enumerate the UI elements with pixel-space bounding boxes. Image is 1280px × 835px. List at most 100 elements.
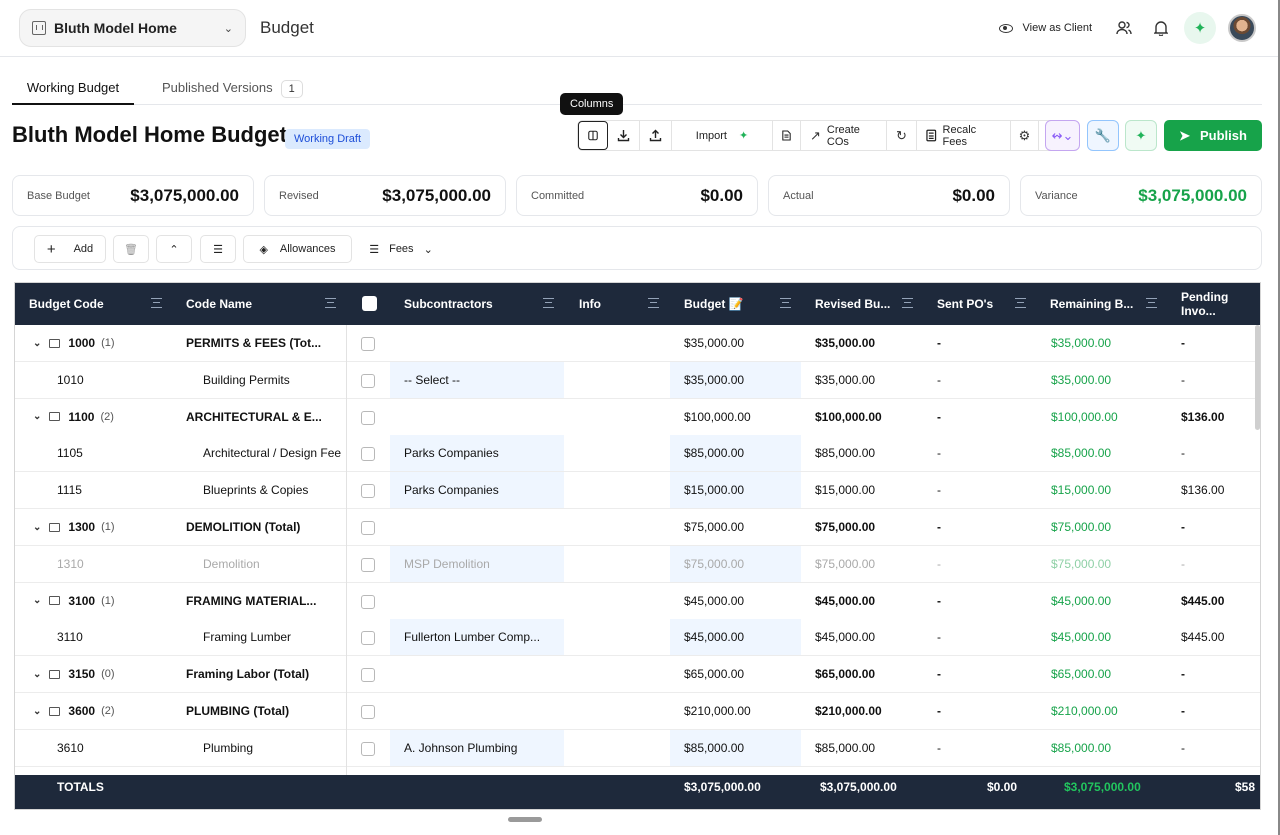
filter-icon[interactable] xyxy=(1015,298,1026,308)
group-row[interactable]: ⌄ 3100 (1) FRAMING MATERIAL... $45,000.00 $45… xyxy=(15,582,1260,620)
tools-button[interactable]: 🔧 xyxy=(1087,120,1119,151)
column-header-sent-pos[interactable]: Sent PO's xyxy=(923,283,1036,325)
row-checkbox[interactable] xyxy=(361,631,375,646)
import-button[interactable]: Import ✦ xyxy=(672,121,773,150)
subcontractor-cell[interactable]: MSP Demolition xyxy=(404,556,490,571)
budget-cell[interactable]: $35,000.00 xyxy=(684,372,745,387)
budget-cell[interactable]: $45,000.00 xyxy=(684,630,745,645)
subcontractor-cell[interactable]: Parks Companies xyxy=(404,483,499,498)
group-row[interactable]: ⌄ 1000 (1) PERMITS & FEES (Tot... $35,000.00… xyxy=(15,325,1260,362)
budget-cell[interactable]: $75,000.00 xyxy=(684,520,745,534)
tab-working-budget[interactable]: Working Budget xyxy=(12,67,134,105)
filter-icon[interactable] xyxy=(1146,298,1157,308)
layers-button[interactable]: ☰ xyxy=(200,235,236,263)
select-all-checkbox[interactable] xyxy=(362,296,377,311)
row-checkbox[interactable] xyxy=(361,705,375,719)
budget-cell[interactable]: $100,000.00 xyxy=(684,409,751,424)
row-checkbox[interactable] xyxy=(361,447,375,462)
upload-button[interactable] xyxy=(640,121,672,150)
row-checkbox[interactable] xyxy=(361,337,375,351)
tab-published-versions[interactable]: Published Versions 1 xyxy=(162,67,303,105)
row-checkbox[interactable] xyxy=(361,594,375,609)
avatar[interactable] xyxy=(1228,14,1256,42)
chevron-down-icon[interactable]: ⌄ xyxy=(33,705,42,717)
workflow-button[interactable]: ↭⌄ xyxy=(1045,120,1080,151)
add-button[interactable]: + Add xyxy=(34,235,106,263)
budget-cell[interactable]: $85,000.00 xyxy=(684,740,745,755)
table-row[interactable]: 1310 Demolition MSP Demolition $75,000.00 $7… xyxy=(15,545,1260,583)
subcontractor-cell[interactable]: A. Johnson Plumbing xyxy=(404,740,518,755)
subcontractor-cell[interactable] xyxy=(404,325,559,361)
row-checkbox[interactable] xyxy=(361,557,375,572)
budget-cell[interactable]: $45,000.00 xyxy=(684,593,745,608)
table-row[interactable]: 3610 Plumbing A. Johnson Plumbing $85,000.0… xyxy=(15,729,1260,767)
users-icon[interactable] xyxy=(1116,20,1132,36)
budget-cell[interactable]: $75,000.00 xyxy=(684,556,745,571)
document-button[interactable] xyxy=(773,121,801,150)
subcontractor-cell[interactable] xyxy=(404,399,559,435)
filter-icon[interactable] xyxy=(780,298,791,308)
budget-cell[interactable]: $85,000.00 xyxy=(684,446,745,461)
chevron-down-icon[interactable]: ⌄ xyxy=(33,521,42,533)
filter-icon[interactable] xyxy=(648,298,659,308)
budget-cell[interactable]: $210,000.00 xyxy=(684,704,751,718)
subcontractor-cell[interactable] xyxy=(404,509,559,545)
delete-button[interactable]: 🗑 xyxy=(113,235,149,263)
row-checkbox[interactable] xyxy=(361,373,375,388)
bell-icon[interactable] xyxy=(1154,20,1168,36)
subcontractor-cell[interactable] xyxy=(404,693,559,729)
column-header-remaining-budget[interactable]: Remaining B... xyxy=(1036,283,1167,325)
table-row[interactable]: 1010 Building Permits -- Select -- $35,000.… xyxy=(15,361,1260,399)
row-checkbox[interactable] xyxy=(361,741,375,756)
table-row[interactable]: 1115 Blueprints & Copies Parks Companies $1… xyxy=(15,472,1260,510)
subcontractor-cell[interactable] xyxy=(404,656,559,692)
group-row[interactable]: ⌄ 1300 (1) DEMOLITION (Total) $75,000.00 $75,… xyxy=(15,509,1260,546)
subcontractor-cell[interactable] xyxy=(404,583,559,619)
ai-sparkle-icon[interactable]: ✦ xyxy=(1184,12,1216,44)
budget-cell[interactable]: $35,000.00 xyxy=(684,336,745,350)
allowances-button[interactable]: ◈ Allowances xyxy=(243,235,352,263)
row-checkbox[interactable] xyxy=(361,521,375,535)
chevron-down-icon[interactable]: ⌄ xyxy=(33,595,42,607)
chevron-down-icon[interactable]: ⌄ xyxy=(33,411,42,423)
column-header-subcontractors[interactable]: Subcontractors xyxy=(390,283,564,325)
filter-icon[interactable] xyxy=(902,298,913,308)
filter-icon[interactable] xyxy=(543,298,554,308)
group-row[interactable]: ⌄ 1100 (2) ARCHITECTURAL & E... $100,000.00 $… xyxy=(15,398,1260,436)
create-cos-button[interactable]: ↗ Create COs xyxy=(801,121,887,150)
row-checkbox[interactable] xyxy=(361,484,375,499)
column-header-code-name[interactable]: Code Name xyxy=(172,283,346,325)
fees-dropdown[interactable]: ☰ Fees ⌄ xyxy=(363,235,439,263)
download-button[interactable] xyxy=(608,121,640,150)
refresh-button[interactable]: ↻ xyxy=(887,121,917,150)
column-header-budget-code[interactable]: Budget Code xyxy=(15,283,172,325)
budget-cell[interactable]: $65,000.00 xyxy=(684,667,745,682)
subcontractor-cell[interactable]: Fullerton Lumber Comp... xyxy=(404,630,541,645)
chevron-down-icon[interactable]: ⌄ xyxy=(33,668,42,680)
subcontractor-cell[interactable]: -- Select -- xyxy=(404,372,461,387)
window-resize-handle[interactable] xyxy=(508,817,542,822)
vertical-scrollbar[interactable] xyxy=(1255,325,1260,430)
budget-cell[interactable]: $15,000.00 xyxy=(684,483,745,498)
ai-assist-button[interactable]: ✦ xyxy=(1125,120,1157,151)
column-header-revised-budget[interactable]: Revised Bu... xyxy=(801,283,923,325)
group-row[interactable]: ⌄ 3600 (2) PLUMBING (Total) $210,000.00 $210,… xyxy=(15,693,1260,730)
column-header-pending-invoices[interactable]: Pending Invo... xyxy=(1167,283,1260,325)
chevron-down-icon[interactable]: ⌄ xyxy=(33,337,42,349)
collapse-button[interactable]: ⌃ xyxy=(156,235,192,263)
columns-button[interactable] xyxy=(578,121,608,150)
filter-icon[interactable] xyxy=(325,298,336,308)
settings-button[interactable]: ⚙ xyxy=(1011,121,1039,150)
view-as-client-button[interactable]: View as Client xyxy=(998,22,1092,34)
group-row[interactable]: ⌄ 3150 (0) Framing Labor (Total) $65,000.00 $… xyxy=(15,656,1260,694)
recalc-fees-button[interactable]: Recalc Fees xyxy=(917,121,1011,150)
column-header-info[interactable]: Info xyxy=(565,283,669,325)
publish-button[interactable]: ➤ Publish xyxy=(1164,120,1262,151)
column-header-budget[interactable]: Budget 📝 xyxy=(670,283,801,325)
subcontractor-cell[interactable]: Parks Companies xyxy=(404,446,499,461)
row-checkbox[interactable] xyxy=(361,410,375,425)
row-checkbox[interactable] xyxy=(361,668,375,683)
filter-icon[interactable] xyxy=(151,298,162,308)
project-selector[interactable]: Bluth Model Home ⌄ xyxy=(19,9,246,47)
table-row[interactable]: 3110 Framing Lumber Fullerton Lumber Comp.… xyxy=(15,619,1260,657)
